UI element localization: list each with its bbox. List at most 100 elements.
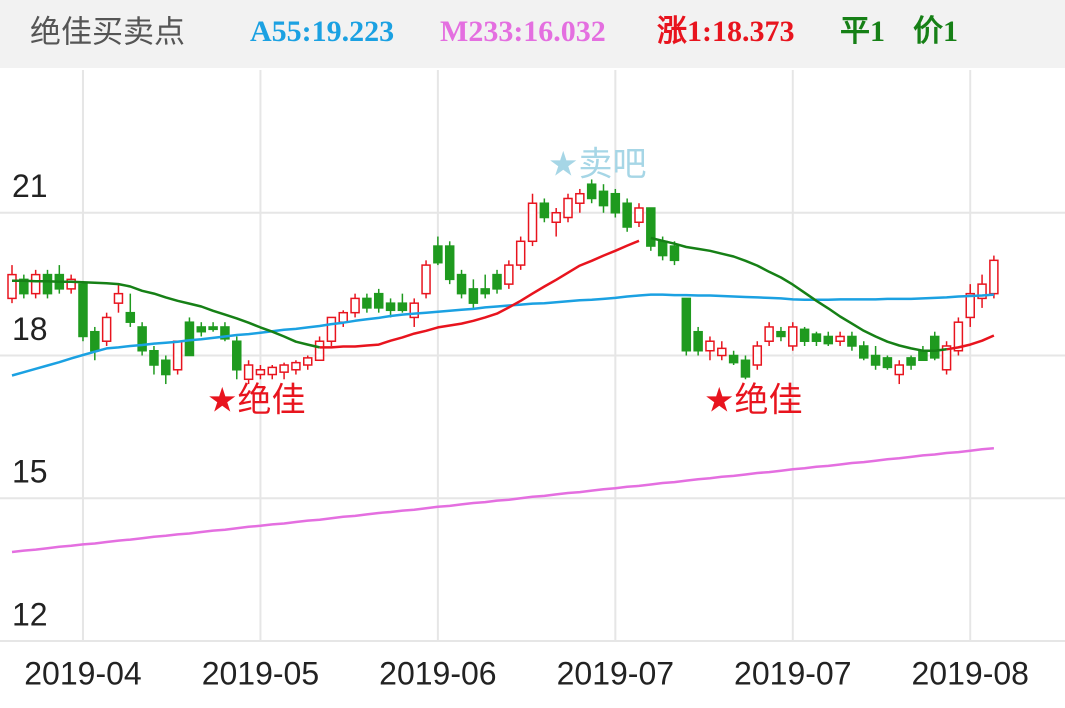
x-tick-label: 2019-07 [557,655,674,691]
candle-body [255,369,266,376]
annotation: ★卖吧 [548,145,646,185]
candle-body [196,326,207,333]
candle-body [78,283,88,338]
candle-body [385,302,396,312]
candle-body [728,354,739,364]
candle-body [350,297,360,314]
x-tick-label: 2019-05 [202,655,319,691]
candle-body [918,349,928,362]
legend-entry: 平1 [840,15,885,48]
candle-body [764,326,774,342]
candle-body [42,273,53,295]
candle-body [480,288,490,295]
candle-body [894,364,904,376]
annotation: ★绝佳 [207,381,305,421]
candle-body [563,197,573,219]
candle-body [101,316,112,342]
candle-body [870,354,881,366]
candle-body [823,335,834,345]
candle-body [172,340,183,371]
candle-body [575,192,585,204]
candle-body [161,359,171,376]
candle-body [397,302,408,312]
candle-body [373,292,384,309]
candle-body [125,311,136,323]
candle-body [90,330,100,352]
line-series [12,236,947,352]
candle-body [66,278,76,290]
chart-title: 绝佳买卖点 [30,15,185,51]
candle-body [7,273,17,300]
candle-body [740,359,751,378]
candle-body [444,245,455,281]
candle-body [941,345,952,371]
candle-body [137,326,147,352]
candle-body [717,347,727,357]
candle-body [421,264,431,295]
candle-body [989,259,999,295]
legend-entry: M233:16.032 [440,15,606,48]
x-tick-label: 2019-08 [912,655,1029,691]
x-tick-label: 2019-07 [734,655,851,691]
candle-body [279,364,289,373]
line-series [11,447,994,554]
candle-body [669,245,680,262]
candle-body [504,264,514,285]
candle-body [882,357,893,369]
candle-body [208,326,218,331]
y-tick-label: 18 [12,311,48,347]
candle-body [977,283,987,300]
candle-body [527,202,538,243]
legend-entry: 价1 [913,15,958,48]
candle-body [314,340,325,362]
candle-body [634,207,644,224]
candle-body [303,357,313,366]
candle-body [456,273,467,295]
candle-body [468,288,479,304]
legend-entry: A55:19.223 [250,15,394,48]
candle-body [811,333,822,342]
candle-body [30,273,41,295]
candle-body [19,278,29,295]
candle-body [113,292,124,304]
line-series [11,293,994,377]
candle-body [433,245,443,264]
candle-body [586,183,597,200]
annotation: ★绝佳 [704,381,802,421]
candle-body [929,335,940,359]
candle-body [847,335,857,347]
candle-body [906,357,916,366]
candle-body [326,316,337,342]
x-tick-label: 2019-04 [24,655,141,691]
candle-body [409,302,419,319]
candle-body [693,330,703,352]
candle-body [551,212,561,224]
line-series [319,239,995,351]
candle-body [799,328,810,342]
candle-body [291,361,301,371]
candle-body [338,311,348,323]
y-tick-label: 12 [12,596,48,632]
candle-body [515,240,526,266]
candle-body [657,240,668,257]
candle-body [681,297,692,352]
candle-body [859,345,869,359]
candle-body [149,349,159,366]
header-bar [0,0,1065,68]
candle-body [752,345,763,366]
candle-body [492,273,502,290]
candle-body [776,330,786,338]
candle-body [243,364,254,381]
candle-body [965,292,975,319]
x-tick-label: 2019-06 [379,655,496,691]
candle-body [267,366,278,376]
candle-body [646,207,656,247]
candle-body [835,335,845,342]
candle-body [220,326,230,340]
candle-body [610,192,621,214]
candle-body [539,202,550,219]
legend-entry: 涨1:18.373 [657,15,795,48]
y-tick-label: 15 [12,454,48,490]
candle-body [953,321,964,352]
